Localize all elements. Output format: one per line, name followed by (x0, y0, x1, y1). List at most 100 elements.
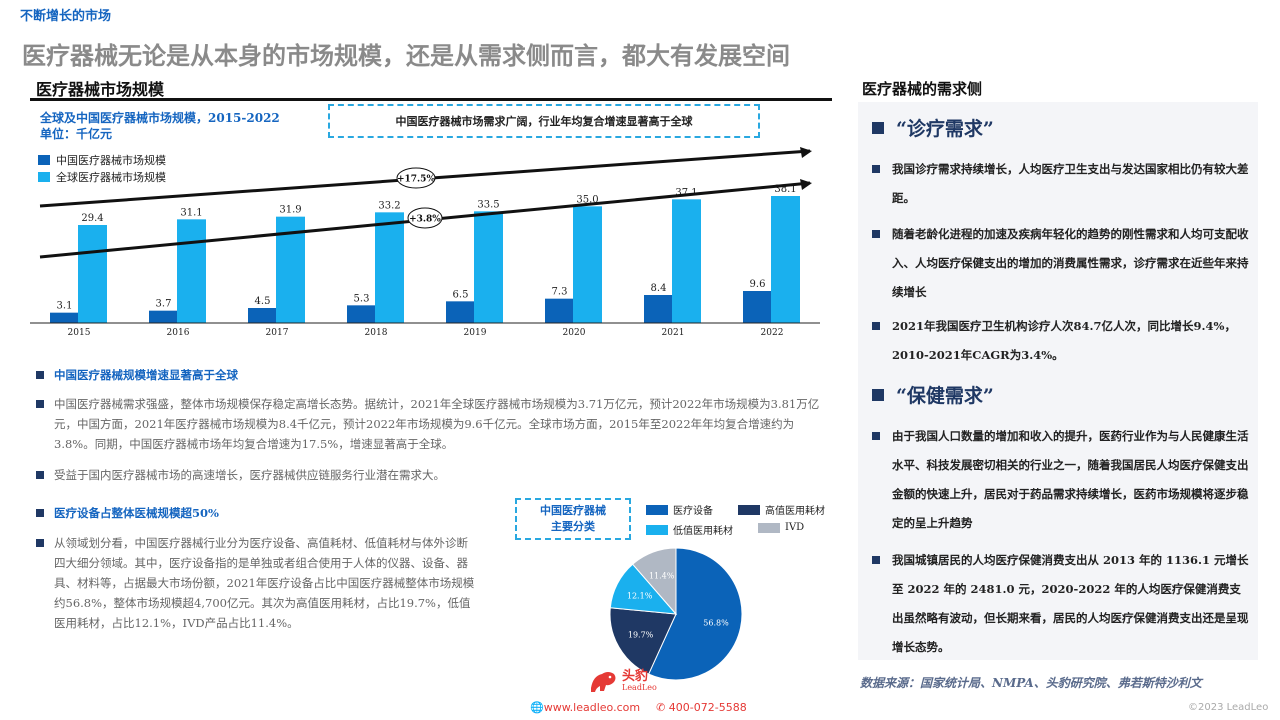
pie-slice-label: 11.4% (649, 572, 675, 581)
bar-china-2018 (347, 305, 376, 323)
bar-value-label: 6.5 (453, 289, 469, 300)
phone-icon: ✆ (656, 701, 666, 714)
bullet-square (36, 400, 44, 408)
page-title: 医疗器械无论是从本身的市场规模，还是从需求侧而言，都大有发展空间 (22, 41, 790, 70)
legend-swatch-china (38, 155, 50, 165)
pie-legend-label: IVD (785, 522, 805, 533)
growth-bubble-global (407, 207, 443, 229)
pie-legend-swatch (738, 504, 760, 515)
pie-legend-swatch (646, 524, 668, 535)
bar-global-2021 (672, 199, 701, 323)
growth-bubble-china (396, 167, 436, 189)
bullet-text: 随着老龄化进程的加速及疾病年轻化的趋势的刚性需求和人均可支配收入、人均医疗保健支… (892, 227, 1249, 299)
right-bullet-2: 随着老龄化进程的加速及疾病年轻化的趋势的刚性需求和人均可支配收入、人均医疗保健支… (872, 220, 1252, 307)
logo-cn: 头豹 (622, 669, 649, 684)
logo-en: LeadLeo (622, 683, 657, 692)
bar-china-2016 (149, 310, 178, 323)
bar-china-2017 (248, 308, 277, 323)
bar-value-label: 8.4 (651, 283, 667, 294)
bullet-square (36, 371, 44, 379)
left-section-header: 医疗器械市场规模 (36, 80, 165, 99)
section-title-text: “保健需求” (896, 385, 994, 407)
website-text: www.leadleo.com (543, 701, 641, 714)
bullet-text: 我国诊疗需求持续增长，人均医疗卫生支出与发达国家相比仍有较大差距。 (892, 162, 1249, 205)
pie-legend-label: 高值医用耗材 (765, 506, 825, 517)
bar-value-label: 29.4 (81, 213, 103, 224)
bar-value-label: 7.3 (552, 287, 568, 298)
bullet-text: 2021年我国医疗卫生机构诊疗人次84.7亿人次，同比增长9.4%，2010-2… (892, 319, 1236, 362)
pie-legend-item-high-value: 高值医用耗材 (738, 502, 825, 517)
leopard-icon (591, 672, 616, 692)
pie-slice-equipment (647, 547, 743, 681)
left-header-rule (30, 98, 832, 101)
bar-global-2016 (177, 219, 206, 323)
pie-legend-swatch (646, 504, 668, 515)
section-title-diagnosis: “诊疗需求” (872, 114, 994, 141)
bar-global-2015 (78, 225, 107, 323)
left-bullet-2: 中国医疗器械需求强盛，整体市场规模保存稳定高增长态势。据统计，2021年全球医疗… (36, 394, 832, 454)
website-link[interactable]: 🌐www.leadleo.com (530, 701, 640, 714)
pie-legend-item-equipment: 医疗设备 (646, 502, 713, 517)
copyright: ©2023 LeadLeo (1188, 702, 1269, 713)
x-tick-label: 2015 (68, 328, 91, 338)
phone-number: ✆ 400-072-5588 (656, 701, 747, 714)
left-bullet-1: 中国医疗器械规模增速显著高于全球 (36, 365, 826, 385)
pie-slice-high-value (609, 607, 677, 675)
legend-swatch-global (38, 172, 50, 182)
bullet-text: 从领域划分看，中国医疗器械行业分为医疗设备、高值耗材、低值耗材与体外诊断四大细分… (54, 536, 475, 630)
bar-value-label: 38.1 (774, 184, 796, 195)
bullet-square (36, 471, 44, 479)
bullet-square (36, 539, 44, 547)
bullet-heading: 中国医疗器械规模增速显著高于全球 (54, 368, 238, 382)
legend-item-china: 中国医疗器械市场规模 (38, 152, 166, 168)
contact-info: 🌐www.leadleo.com ✆ 400-072-5588 (530, 701, 747, 714)
bar-value-label: 3.7 (156, 299, 172, 310)
section-title-text: “诊疗需求” (896, 118, 994, 140)
section-tag: 不断增长的市场 (20, 9, 112, 24)
chart-title: 全球及中国医疗器械市场规模，2015-2022 单位：千亿元 (40, 110, 280, 142)
x-tick-label: 2022 (761, 328, 784, 338)
bar-china-2019 (446, 301, 475, 323)
bar-china-2015 (50, 312, 79, 323)
bullet-text: 由于我国人口数量的增加和收入的提升，医药行业作为与人民健康生活水平、科技发展密切… (892, 429, 1249, 530)
pie-slice-ivd (631, 547, 677, 616)
right-bullet-1: 我国诊疗需求持续增长，人均医疗卫生支出与发达国家相比仍有较大差距。 (872, 155, 1252, 213)
bar-value-label: 9.6 (750, 279, 766, 290)
chart-unit: 单位：千亿元 (40, 127, 113, 141)
bar-global-2018 (375, 212, 404, 323)
chart-callout: 中国医疗器械市场需求广阔，行业年均复合增速显著高于全球 (328, 104, 760, 138)
bar-value-label: 5.3 (354, 293, 370, 304)
pie-slice-label: 56.8% (703, 619, 729, 628)
section-square (872, 388, 884, 401)
bar-value-label: 33.2 (378, 200, 400, 211)
x-tick-label: 2017 (266, 328, 289, 338)
left-bullet-4: 医疗设备占整体医械规模超50% (36, 503, 476, 523)
growth-label-china: +17.5% (397, 175, 435, 185)
globe-icon: 🌐 (530, 701, 544, 714)
pie-slice-label: 19.7% (628, 630, 654, 639)
growth-arrowhead-global (800, 179, 812, 190)
bullet-square (872, 165, 880, 173)
right-bullet-5: 我国城镇居民的人均医疗保健消费支出从 2013 年的 1136.1 元增长至 2… (872, 546, 1252, 662)
bullet-square (872, 556, 880, 564)
phone-text: 400-072-5588 (668, 701, 747, 714)
x-tick-label: 2021 (662, 328, 685, 338)
pie-legend-swatch (758, 522, 780, 533)
section-title-health: “保健需求” (872, 381, 994, 408)
pie-slice-label: 12.1% (627, 591, 653, 600)
pie-chart-title: 中国医疗器械 主要分类 (515, 498, 631, 540)
pie-legend-label: 低值医用耗材 (673, 526, 733, 537)
bullet-square (872, 322, 880, 330)
bar-value-label: 4.5 (255, 296, 271, 307)
legend-item-global: 全球医疗器械市场规模 (38, 169, 166, 185)
bar-china-2021 (644, 295, 673, 323)
bar-china-2020 (545, 298, 574, 323)
x-tick-label: 2019 (464, 328, 487, 338)
bar-china-2022 (743, 291, 772, 323)
pie-legend-item-low-value: 低值医用耗材 (646, 522, 733, 537)
leadleo-logo: 头豹 LeadLeo (588, 668, 657, 694)
bullet-text: 受益于国内医疗器械市场的高速增长，医疗器械供应链服务行业潜在需求大。 (54, 468, 445, 482)
pie-title-line2: 主要分类 (551, 520, 595, 533)
legend-label-china: 中国医疗器械市场规模 (56, 154, 166, 167)
